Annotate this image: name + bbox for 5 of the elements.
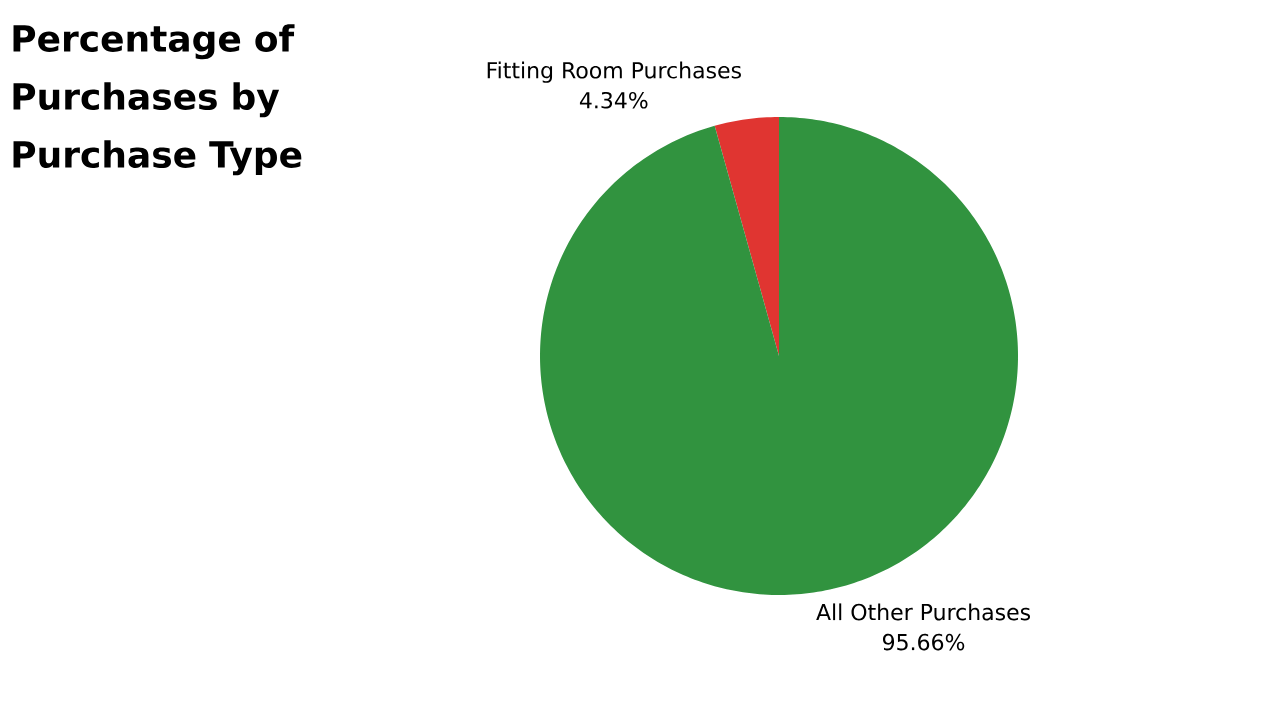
text: Percentage of Purchases by Purchase Type [13, 24, 302, 176]
slice-label: All Other Purchases [816, 603, 1031, 621]
data-label: 95.66% [882, 633, 965, 651]
slice-label: Fitting Room Purchases [487, 61, 741, 83]
data-label: 4.34% [579, 91, 648, 109]
